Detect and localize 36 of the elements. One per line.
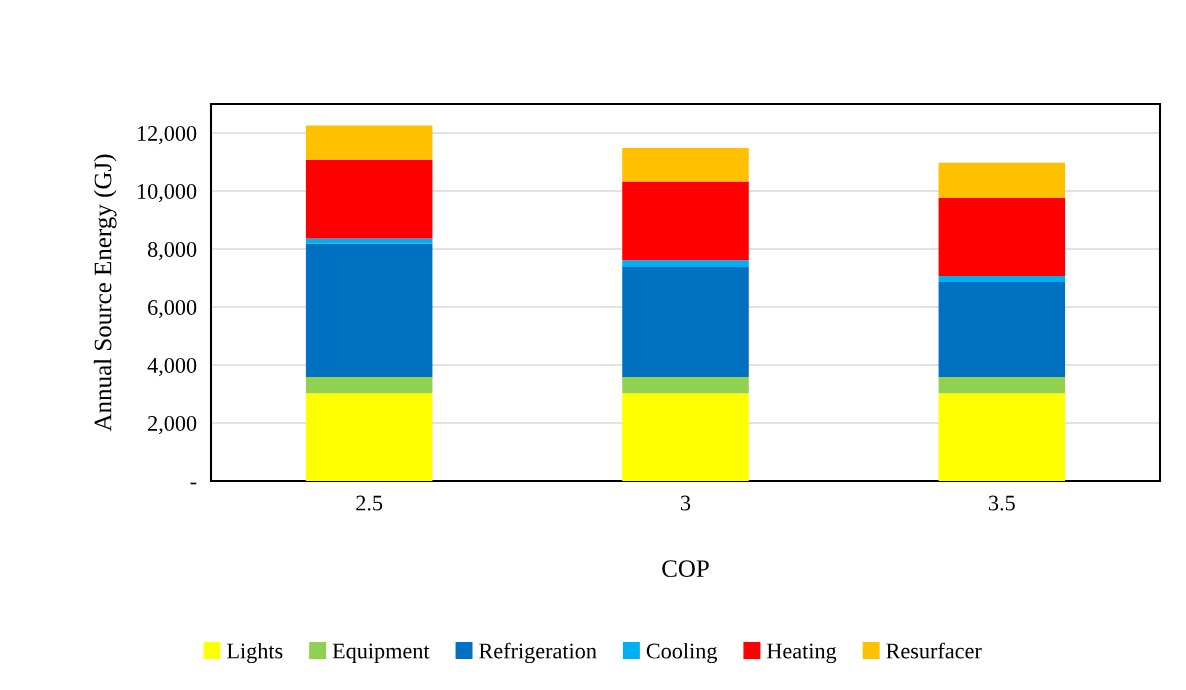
bar xyxy=(305,125,433,160)
bar xyxy=(938,282,1066,377)
bar xyxy=(622,266,749,377)
bar xyxy=(305,243,433,377)
legend-label: Lights xyxy=(227,642,283,664)
bar xyxy=(305,376,433,394)
bar xyxy=(938,275,1066,283)
y-tick-label: 12,000 xyxy=(137,125,197,145)
x-tick-label: 2.5 xyxy=(356,495,383,511)
bar xyxy=(622,148,749,182)
bar xyxy=(622,181,749,261)
y-tick-label: 6,000 xyxy=(148,299,197,319)
y-tick-label: 8,000 xyxy=(147,241,197,261)
bar xyxy=(938,162,1066,198)
y-tick-label: 2,000 xyxy=(148,415,197,435)
y-tick-label: 10,000 xyxy=(137,183,197,203)
legend-label: Refrigeration xyxy=(479,642,597,664)
bar xyxy=(938,376,1066,394)
bar xyxy=(305,159,433,239)
bar xyxy=(305,393,433,481)
bar xyxy=(938,197,1066,276)
y-axis-title: Annual Source Energy (GJ) xyxy=(93,154,117,432)
legend-label: Equipment xyxy=(332,643,430,664)
y-tick-label: 4,000 xyxy=(147,357,197,377)
x-tick-label: 3 xyxy=(681,495,691,511)
bar xyxy=(622,393,749,481)
legend-label: Heating xyxy=(766,643,837,664)
x-tick-label: 3.5 xyxy=(989,495,1015,511)
x-axis-title: COP xyxy=(662,560,709,578)
bar xyxy=(305,238,433,244)
bar xyxy=(622,376,749,394)
legend-label: Cooling xyxy=(646,642,718,664)
y-tick-label: - xyxy=(190,482,197,485)
bar xyxy=(938,393,1066,481)
bar xyxy=(622,260,749,267)
legend-label: Resurfacer xyxy=(886,642,982,659)
